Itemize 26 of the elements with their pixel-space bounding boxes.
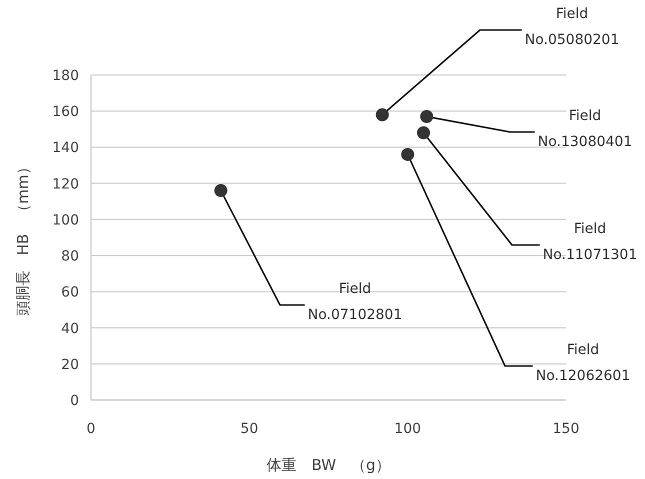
y-tick-label: 60 [61,284,79,301]
y-axis-title: 頭胴長 HB （mm） [14,160,32,316]
annotation: Field No.13080401 [538,108,632,150]
x-tick-label: 0 [86,421,96,437]
x-tick-label: 150 [552,421,580,437]
y-tick-label: 80 [61,248,79,265]
y-tick-label: 160 [52,104,79,120]
x-tick-label: 50 [240,421,258,437]
point [417,126,430,140]
annotation: Field No.05080201 [524,6,620,48]
y-tick-label: 100 [52,212,79,228]
annotation: Field No.07102801 [308,281,402,323]
y-tick-label: 120 [52,176,79,192]
y-tick-label: 180 [52,68,79,84]
y-tick-label: 140 [52,140,79,156]
y-tick-label: 20 [61,356,79,373]
y-tick-label: 40 [61,320,79,337]
point [214,184,228,198]
x-axis-title: 体重 BW （g） [266,456,391,474]
point [401,148,414,161]
annotation: Field No.11071301 [542,221,638,263]
x-tick-label: 100 [394,421,422,437]
point [420,110,434,124]
annotation: Field No.12062601 [536,342,630,384]
y-tick-label: 0 [70,393,79,409]
point [376,108,389,122]
